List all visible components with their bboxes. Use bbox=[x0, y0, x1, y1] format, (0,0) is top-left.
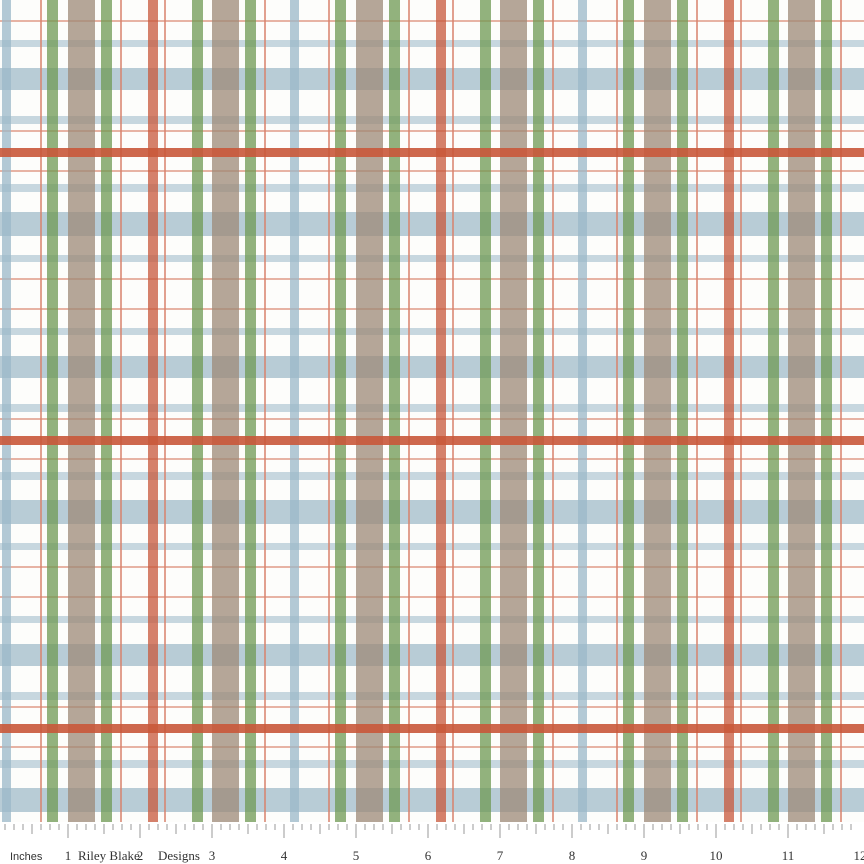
ruler-ticks bbox=[4, 824, 852, 838]
ruler-number: 12 bbox=[854, 848, 864, 863]
brand: Riley Blake bbox=[78, 848, 140, 863]
brand: Designs bbox=[158, 848, 200, 863]
ruler-number: 9 bbox=[641, 848, 648, 863]
ruler-number: 11 bbox=[782, 848, 795, 863]
ruler-number: 3 bbox=[209, 848, 216, 863]
ruler-number: 4 bbox=[281, 848, 288, 863]
ruler-number: 2 bbox=[137, 848, 144, 863]
ruler-number: 7 bbox=[497, 848, 504, 863]
ruler-unit: Inches bbox=[10, 851, 43, 863]
ruler-number: 1 bbox=[65, 848, 72, 863]
ruler-number: 10 bbox=[710, 848, 723, 863]
ruler-number: 6 bbox=[425, 848, 432, 863]
ruler-number: 8 bbox=[569, 848, 576, 863]
ruler-number: 5 bbox=[353, 848, 360, 863]
ruler bbox=[0, 822, 864, 864]
